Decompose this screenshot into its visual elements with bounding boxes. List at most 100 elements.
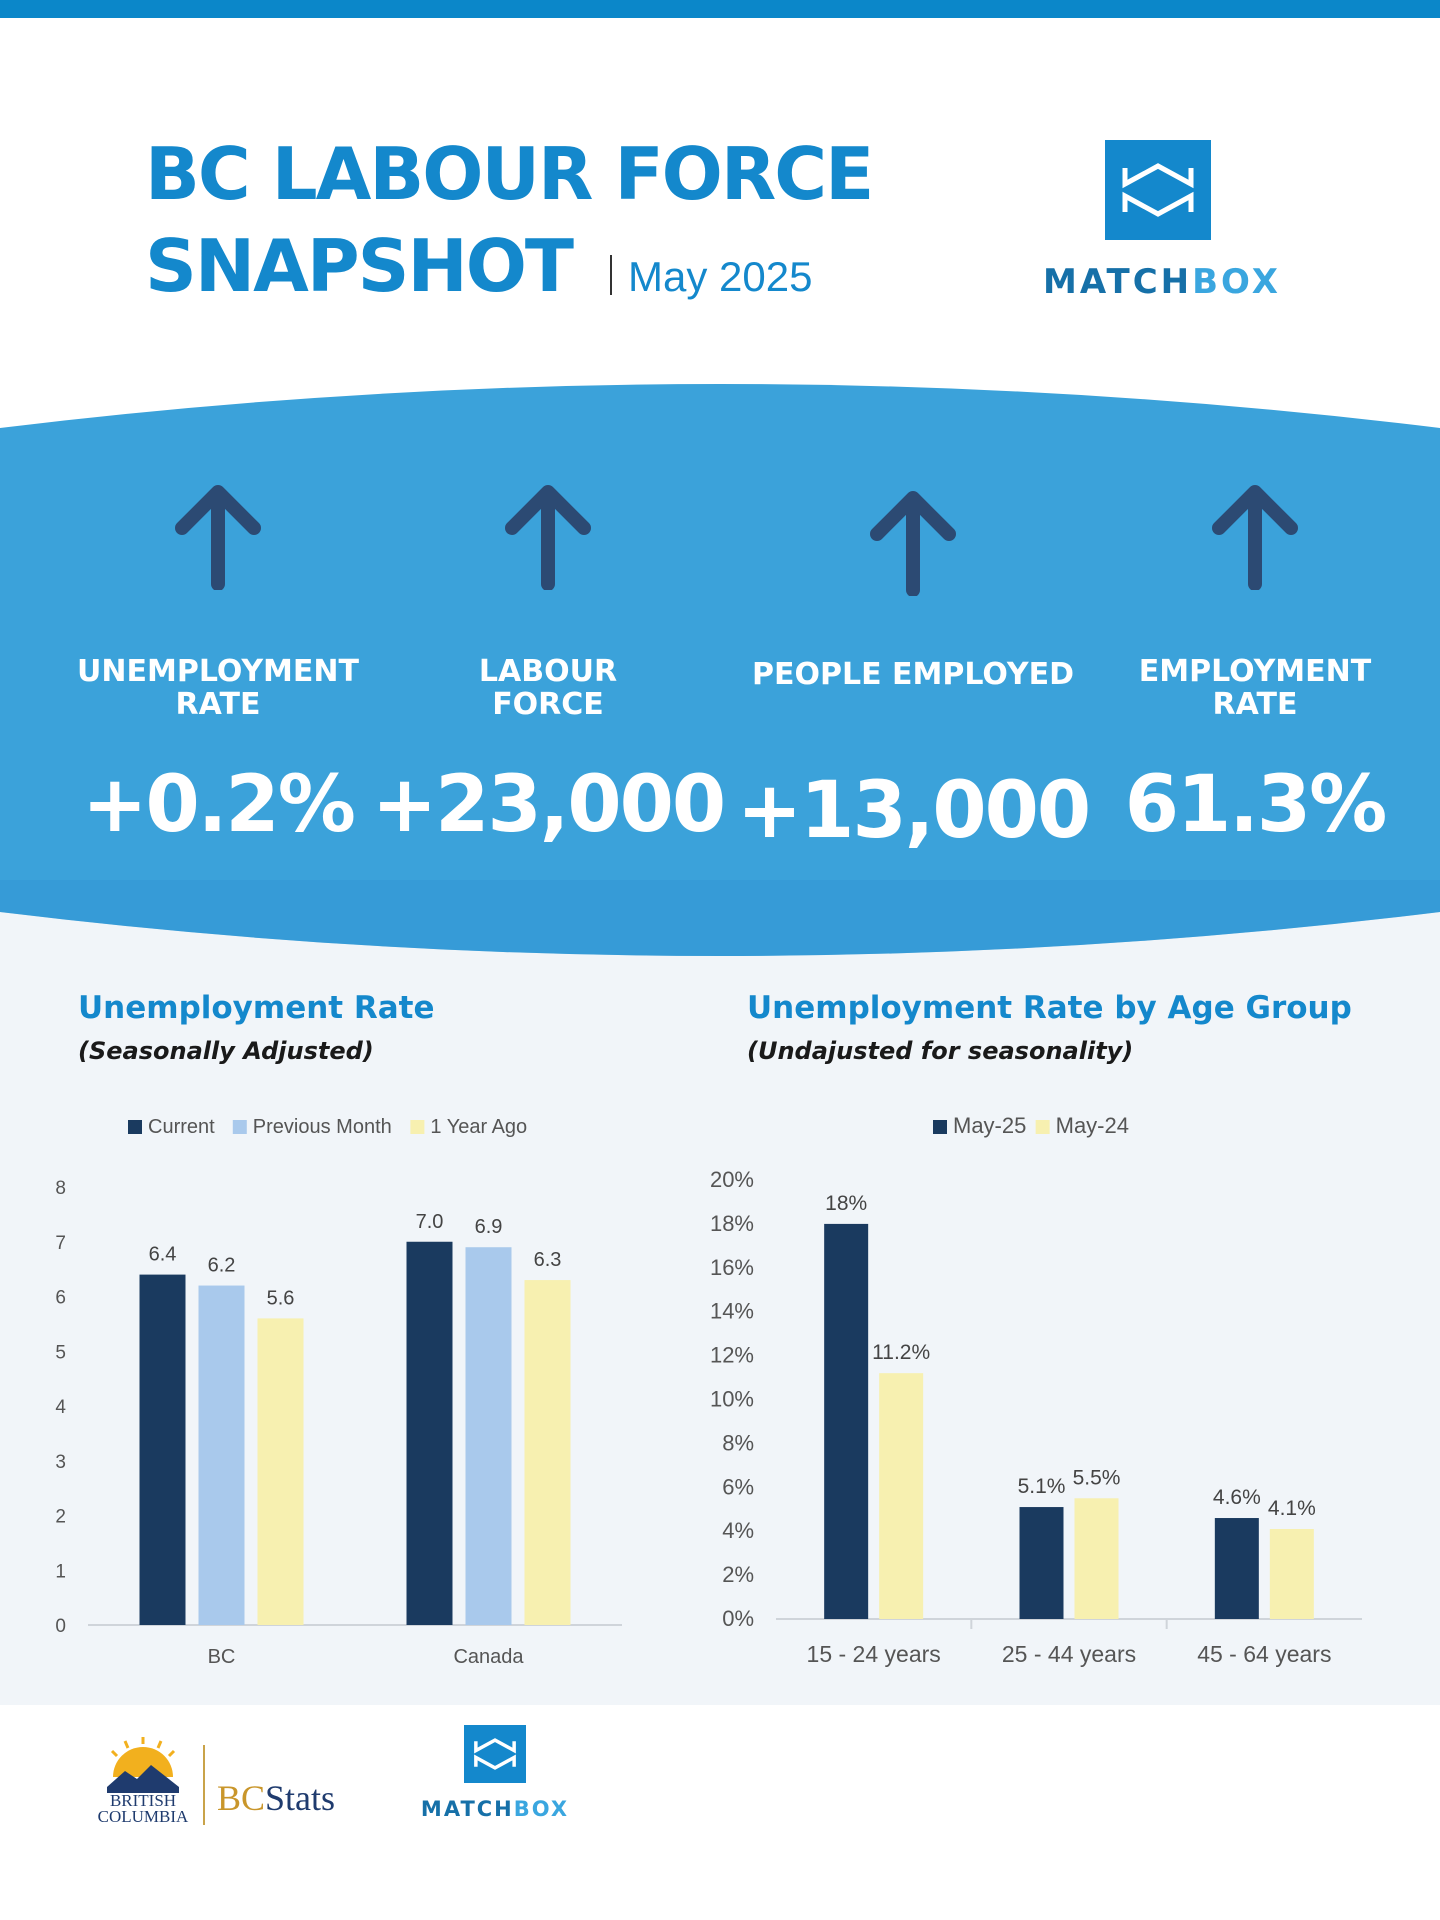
y-tick-label: 20% — [710, 1167, 754, 1192]
data-label: 18% — [825, 1192, 867, 1215]
kpi-value: +0.2% — [82, 760, 356, 850]
y-tick-label: 7 — [55, 1233, 66, 1254]
bar — [1019, 1507, 1064, 1619]
kpi-label: PEOPLE EMPLOYED — [752, 657, 1074, 692]
kpi-label: LABOUR FORCE — [478, 654, 618, 722]
chart-unemployment-by-age: May-25 May-24 0% 2% 4% 6% 8% 10% 12% 14% 16% 18% 20%… — [690, 1105, 1370, 1685]
data-label: 11.2% — [872, 1341, 930, 1364]
matchbox-logo-footer: MATCHBOX — [415, 1725, 575, 1821]
title-line2-row: SNAPSHOT May 2025 — [145, 220, 872, 323]
y-tick-label: 4% — [722, 1518, 754, 1543]
arrow-up-icon — [1212, 485, 1298, 590]
footer-logos: BRITISH COLUMBIA BCStats MATCHBOX — [95, 1725, 655, 1835]
kpi-band — [0, 384, 1440, 956]
footer-divider — [203, 1745, 205, 1825]
y-tick-label: 5 — [55, 1342, 66, 1363]
data-label: 6.4 — [149, 1244, 177, 1266]
kpi-value: +23,000 — [371, 760, 726, 850]
report-date: May 2025 — [628, 253, 813, 300]
kpi-value: 61.3% — [1124, 760, 1388, 850]
y-tick-label: 0% — [722, 1606, 754, 1631]
bc-logo-text: BRITISH COLUMBIA — [97, 1791, 189, 1826]
bcstats-stats: Stats — [265, 1778, 336, 1818]
data-label: 4.1% — [1268, 1497, 1316, 1520]
kpi-value: +13,000 — [736, 766, 1091, 856]
y-tick-label: 4 — [55, 1397, 66, 1418]
y-tick-label: 14% — [710, 1299, 754, 1324]
bar — [139, 1274, 186, 1625]
bar — [465, 1247, 512, 1625]
chart-svg: Current Previous Month 1 Year Ago 0 1 2 3 4 5 6 7 8… — [55, 1116, 622, 1668]
kpi-unemployment-rate: UNEMPLOYMENT RATE +0.2% — [53, 480, 383, 850]
y-tick-label: 18% — [710, 1211, 754, 1236]
legend-swatch — [410, 1120, 425, 1134]
chart2-title: Unemployment Rate by Age Group — [747, 990, 1352, 1026]
legend-label: 1 Year Ago — [430, 1116, 527, 1138]
x-tick-label: BC — [208, 1646, 236, 1668]
brand-name-light: BOX — [513, 1797, 570, 1821]
bar — [879, 1373, 924, 1619]
data-label: 5.5% — [1073, 1466, 1121, 1489]
x-tick-label: 15 - 24 years — [807, 1641, 941, 1667]
chart1-title: Unemployment Rate — [78, 990, 435, 1026]
page-title-line1: BC LABOUR FORCE — [145, 132, 874, 216]
bc-sun-icon — [107, 1737, 179, 1793]
legend-label: Previous Month — [253, 1116, 392, 1138]
arrow-up-icon — [870, 491, 956, 596]
report-date-wrap: May 2025 — [610, 231, 813, 323]
matchbox-wordmark: MATCHBOX — [415, 1797, 575, 1821]
y-tick-label: 6% — [722, 1474, 754, 1499]
y-tick-label: 1 — [55, 1561, 66, 1582]
arrow-up-icon — [175, 485, 261, 590]
chart-unemployment-rate: Current Previous Month 1 Year Ago 0 1 2 3 4 5 6 7 8… — [40, 1105, 640, 1685]
legend-swatch — [1035, 1120, 1050, 1134]
chart1-subtitle: (Seasonally Adjusted) — [78, 1037, 374, 1065]
title-separator — [610, 255, 613, 295]
bar — [198, 1285, 245, 1625]
kpi-label: UNEMPLOYMENT RATE — [77, 654, 359, 722]
legend-label: May-25 — [953, 1113, 1026, 1138]
y-tick-label: 6 — [55, 1288, 66, 1309]
brand-name-bold: MATCH — [1043, 262, 1193, 302]
x-tick-label: 45 - 64 years — [1197, 1641, 1331, 1667]
brand-name-light: BOX — [1192, 262, 1281, 302]
bar — [257, 1318, 304, 1625]
data-label: 4.6% — [1213, 1486, 1261, 1509]
legend-label: May-24 — [1056, 1113, 1129, 1138]
x-tick-label: Canada — [453, 1646, 524, 1668]
matchbox-logo: MATCHBOX — [1043, 140, 1278, 302]
x-tick-label: 25 - 44 years — [1002, 1641, 1136, 1667]
bar — [406, 1241, 453, 1625]
data-label: 6.9 — [475, 1216, 503, 1238]
data-label: 5.6 — [267, 1287, 295, 1309]
chart-svg: May-25 May-24 0% 2% 4% 6% 8% 10% 12% 14% 16% 18% 20%… — [710, 1113, 1362, 1667]
legend-swatch — [933, 1120, 947, 1134]
kpi-people-employed: PEOPLE EMPLOYED +13,000 — [737, 480, 1091, 856]
y-tick-label: 2% — [722, 1562, 754, 1587]
y-tick-label: 10% — [710, 1387, 754, 1412]
legend-label: Current — [148, 1116, 215, 1138]
y-tick-label: 2 — [55, 1507, 66, 1528]
title-block: BC LABOUR FORCE SNAPSHOT May 2025 — [145, 128, 874, 323]
y-tick-label: 8 — [55, 1178, 66, 1199]
kpi-employment-rate: EMPLOYMENT RATE 61.3% — [1090, 480, 1420, 850]
bar — [524, 1280, 571, 1625]
matchbox-logo-icon — [464, 1725, 526, 1783]
data-label: 6.2 — [208, 1255, 236, 1277]
matchbox-logo-icon — [1105, 140, 1211, 240]
data-label: 5.1% — [1018, 1475, 1066, 1498]
y-tick-label: 12% — [710, 1343, 754, 1368]
data-label: 6.3 — [534, 1249, 562, 1271]
bcstats-logo: BRITISH COLUMBIA BCStats — [95, 1735, 355, 1830]
y-tick-label: 0 — [55, 1616, 66, 1637]
bar — [1074, 1498, 1119, 1619]
kpi-labour-force: LABOUR FORCE +23,000 — [372, 480, 726, 850]
data-label: 7.0 — [416, 1211, 444, 1233]
kpi-label: EMPLOYMENT RATE — [1138, 654, 1372, 722]
y-tick-label: 16% — [710, 1255, 754, 1280]
bar — [1214, 1518, 1259, 1619]
legend-swatch — [128, 1120, 142, 1134]
legend-swatch — [232, 1120, 247, 1134]
bar — [1269, 1529, 1314, 1619]
y-tick-label: 3 — [55, 1452, 66, 1473]
